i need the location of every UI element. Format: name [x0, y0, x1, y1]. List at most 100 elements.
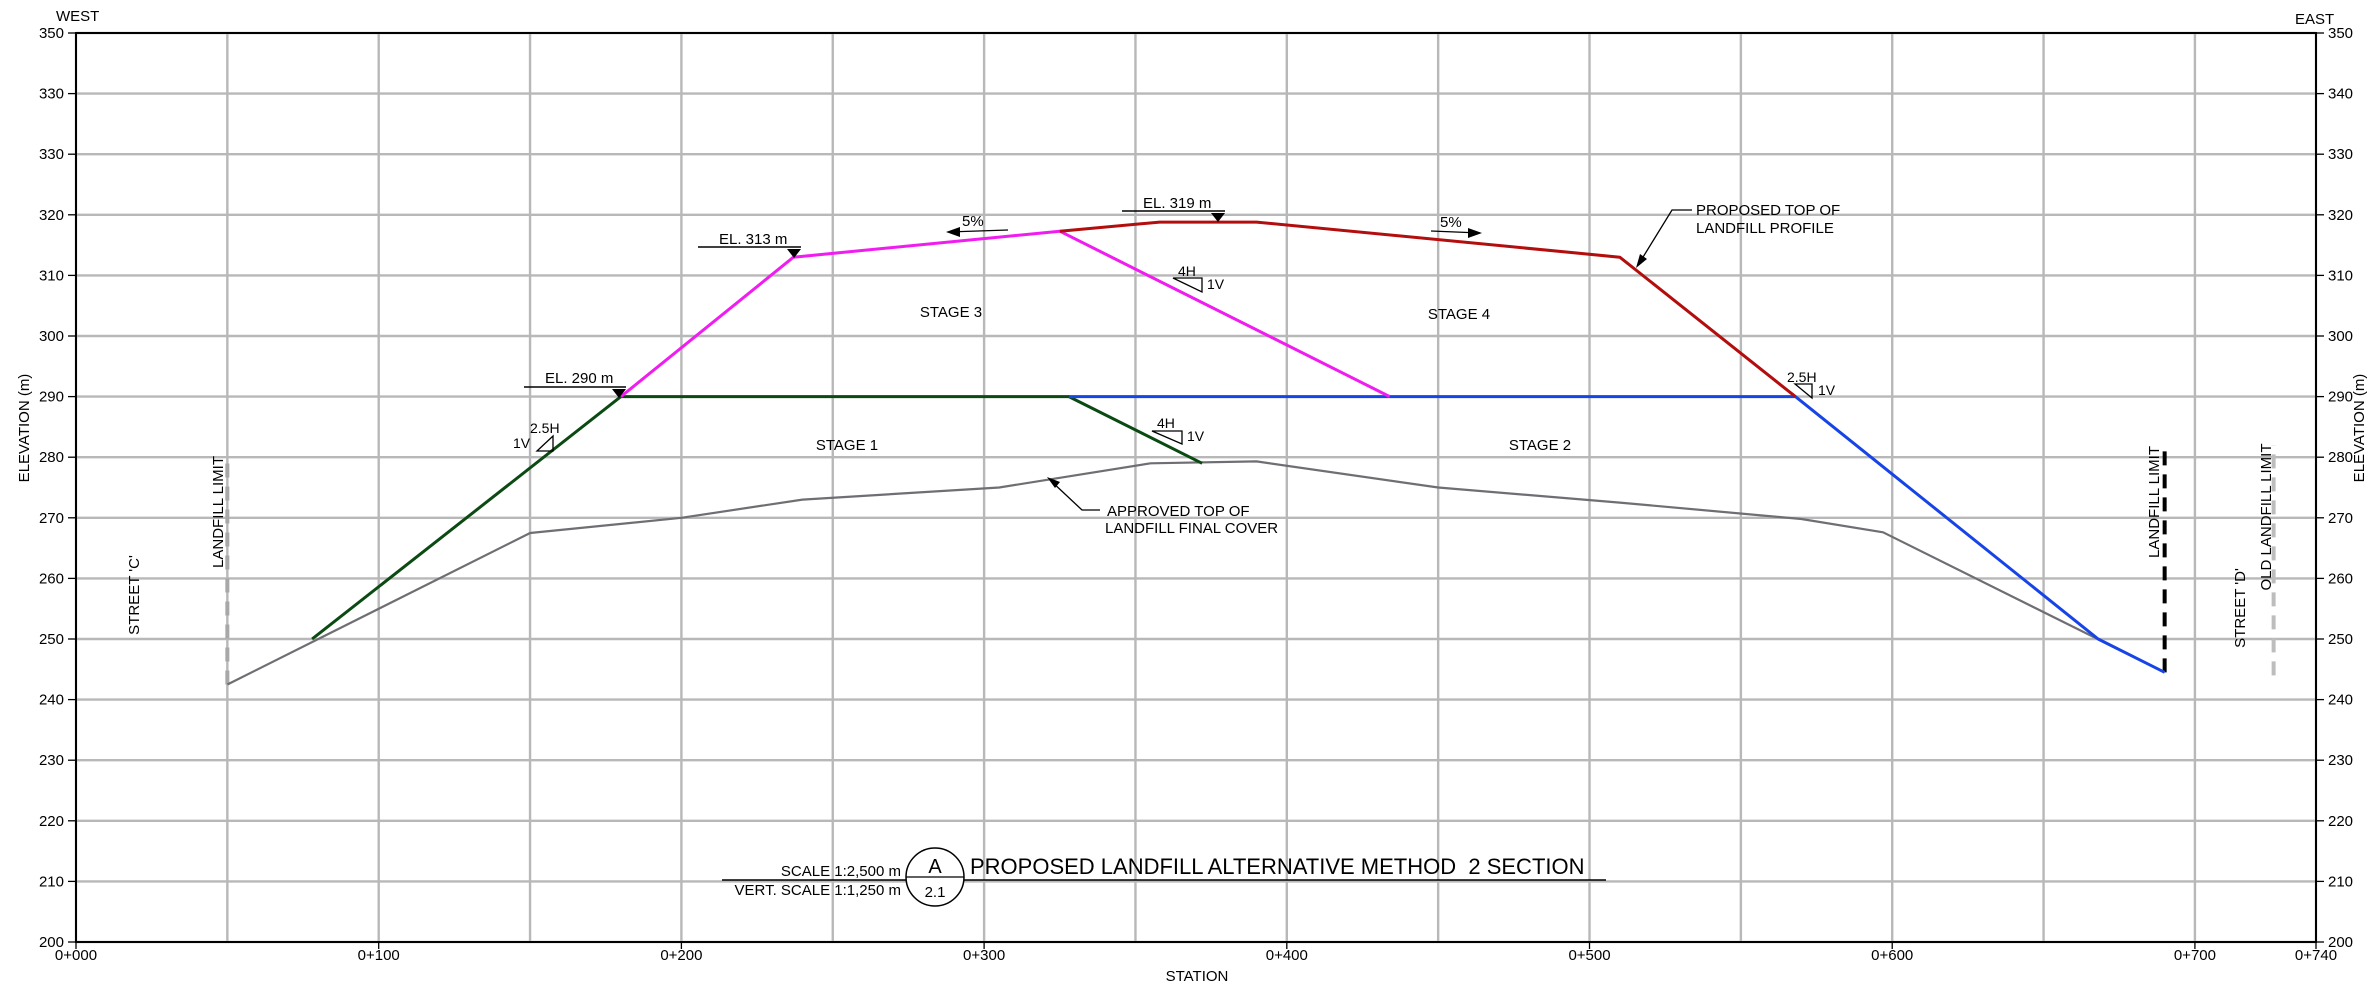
y-tick-label-right: 320	[2328, 207, 2353, 224]
y-tick-label-left: 270	[39, 510, 64, 527]
elevation-triangle-icon	[1211, 213, 1225, 222]
y-tick-label-right: 210	[2328, 873, 2353, 890]
arrow-right-icon	[1468, 228, 1482, 238]
x-tick-label: 0+200	[660, 947, 702, 964]
limit-lines	[225, 445, 2276, 685]
slope-label-stage1: 4H 1V	[1151, 415, 1205, 445]
arrow-left-icon	[946, 227, 960, 237]
y-tick-label-right: 290	[2328, 389, 2353, 406]
y-tick-label-right: 280	[2328, 449, 2353, 466]
vertical-label-street-d: STREET 'D'	[2232, 568, 2249, 648]
scale-text: SCALE 1:2,500 m	[781, 863, 901, 880]
slope-v-text: 1V	[1818, 382, 1836, 398]
y-tick-label-left: 290	[39, 389, 64, 406]
callout-proposed-top-line2: LANDFILL PROFILE	[1696, 220, 1834, 237]
series-line-stage1	[311, 395, 1203, 641]
plot-frame	[75, 32, 2317, 943]
slope-v-text: 1V	[1207, 276, 1225, 292]
series-group	[226, 220, 2166, 686]
y-tick-label-left: 280	[39, 449, 64, 466]
section-letter: A	[928, 856, 942, 878]
x-tick-label: 0+700	[2174, 947, 2216, 964]
y-axis-label-right: ELEVATION (m)	[2351, 374, 2368, 483]
x-tick-label: 0+740	[2295, 947, 2337, 964]
y-tick-label-right: 220	[2328, 813, 2353, 830]
y-tick-label-left: 210	[39, 873, 64, 890]
y-tick-label-right: 230	[2328, 752, 2353, 769]
elevation-marker-el-290: EL. 290 m	[524, 370, 626, 398]
zone-label-stage4: STAGE 4	[1428, 306, 1490, 323]
elevation-triangle-icon	[787, 249, 801, 258]
series-line-cover	[226, 460, 2166, 686]
slope-label-stage3: 4H 1V	[1172, 263, 1225, 294]
y-tick-label-left: 200	[39, 934, 64, 951]
y-tick-label-right: 240	[2328, 692, 2353, 709]
y-tick-label-left: 230	[39, 752, 64, 769]
grade-label-east: 5%	[1430, 214, 1482, 238]
zone-label-stage3: STAGE 3	[920, 304, 982, 321]
elevation-text-el-319: EL. 319 m	[1143, 195, 1211, 212]
x-tick-label: 0+400	[1266, 947, 1308, 964]
x-tick-label: 0+600	[1871, 947, 1913, 964]
slope-label-west-lower: 2.5H 1V	[513, 420, 560, 452]
slope-triangle-icon	[1793, 383, 1813, 400]
grade-label-west: 5%	[946, 213, 1009, 237]
vertical-label-street-c: STREET 'C'	[126, 555, 143, 635]
y-tick-label-left: 330	[39, 86, 64, 103]
callout-proposed-top-line1: PROPOSED TOP OF	[1696, 202, 1840, 219]
y-tick-label-left: 310	[39, 267, 64, 284]
plot-border	[75, 32, 2317, 943]
callout-approved-top-line2: LANDFILL FINAL COVER	[1105, 520, 1278, 537]
x-tick-label: 0+100	[358, 947, 400, 964]
grade-text-west: 5%	[962, 213, 984, 230]
y-tick-label-right: 250	[2328, 631, 2353, 648]
slope-label-east: 2.5H 1V	[1787, 369, 1836, 400]
elevation-marker-el-313: EL. 313 m	[698, 231, 801, 258]
elevation-triangle-icon	[612, 389, 626, 398]
x-tick-label: 0+500	[1568, 947, 1610, 964]
corner-label-west: WEST	[56, 8, 99, 25]
slope-v-text: 1V	[513, 435, 531, 451]
grid	[74, 31, 2318, 944]
slope-v-text: 1V	[1187, 428, 1205, 444]
title-block: A 2.1 SCALE 1:2,500 m VERT. SCALE 1:1,25…	[722, 847, 1606, 907]
leader-arrow-icon	[1636, 254, 1647, 268]
y-tick-label-right: 340	[2328, 86, 2353, 103]
y-tick-label-left: 330	[39, 146, 64, 163]
section-title: PROPOSED LANDFILL ALTERNATIVE METHOD 2 S…	[970, 854, 1585, 879]
y-tick-label-left: 250	[39, 631, 64, 648]
y-tick-label-left: 300	[39, 328, 64, 345]
x-axis-label: STATION	[1166, 968, 1229, 985]
zone-label-stage2: STAGE 2	[1509, 437, 1571, 454]
vertical-label-landfill-limit-west: LANDFILL LIMIT	[210, 456, 227, 568]
elevation-marker-el-319: EL. 319 m	[1122, 195, 1225, 222]
slope-triangle-icon	[535, 434, 554, 452]
y-tick-label-left: 240	[39, 692, 64, 709]
callout-proposed-top: PROPOSED TOP OF LANDFILL PROFILE	[1636, 202, 1840, 268]
slope-triangle-icon	[1172, 277, 1203, 294]
y-tick-label-left: 220	[39, 813, 64, 830]
y-tick-label-left: 320	[39, 207, 64, 224]
x-tick-label: 0+300	[963, 947, 1005, 964]
elevation-text-el-313: EL. 313 m	[719, 231, 787, 248]
vertical-label-old-landfill-limit: OLD LANDFILL LIMIT	[2258, 444, 2275, 591]
grade-text-east: 5%	[1440, 214, 1462, 231]
y-tick-label-left: 260	[39, 570, 64, 587]
y-tick-label-right: 350	[2328, 25, 2353, 42]
y-tick-label-right: 200	[2328, 934, 2353, 951]
slope-h-text: 2.5H	[1787, 369, 1817, 385]
slope-h-text: 4H	[1178, 263, 1196, 279]
tick-labels: 200 210 220 230 240 250 260 270 280 290 300 310 320 3…	[39, 25, 2353, 964]
y-tick-label-right: 310	[2328, 267, 2353, 284]
leader-arrow-icon	[1047, 477, 1060, 488]
sheet-reference: 2.1	[925, 884, 946, 901]
series-line-stage4	[1059, 220, 1797, 398]
series-line-stage3	[619, 229, 1391, 398]
slope-h-text: 4H	[1157, 415, 1175, 431]
vertical-label-landfill-limit-east: LANDFILL LIMIT	[2146, 446, 2163, 558]
y-tick-label-right: 300	[2328, 328, 2353, 345]
elevation-text-el-290: EL. 290 m	[545, 370, 613, 387]
corner-label-east: EAST	[2295, 11, 2334, 28]
